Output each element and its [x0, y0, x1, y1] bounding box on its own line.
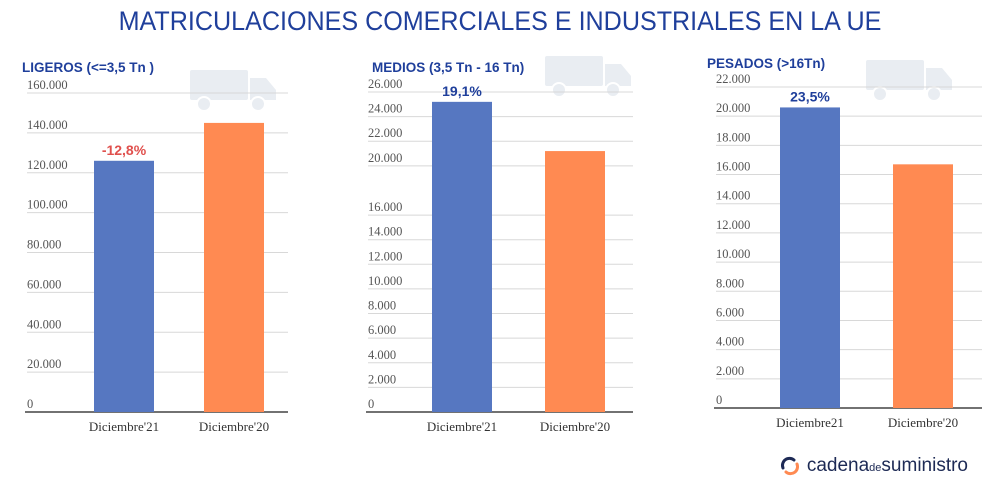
y-tick-label: 12.000 [368, 249, 402, 263]
y-tick-label: 6.000 [716, 305, 744, 319]
truck-icon-wheel [926, 86, 942, 102]
bar-2021 [780, 107, 840, 408]
y-tick-label: 80.000 [27, 238, 61, 252]
y-tick-label: 2.000 [716, 364, 744, 378]
y-tick-label: 10.000 [368, 274, 402, 288]
truck-icon-box [866, 60, 924, 90]
y-tick-label: 16.000 [368, 200, 402, 214]
chart-title: MEDIOS (3,5 Tn - 16 Tn) [372, 60, 524, 75]
change-annotation: -12,8% [102, 142, 147, 158]
truck-icon-box [190, 70, 248, 100]
y-tick-label: 22.000 [368, 126, 402, 140]
y-tick-label: 22.000 [716, 72, 750, 86]
truck-icon-wheel [196, 96, 212, 112]
y-tick-label: 60.000 [27, 277, 61, 291]
y-tick-label: 12.000 [716, 218, 750, 232]
truck-icon-wheel [605, 82, 621, 98]
y-tick-label: 16.000 [716, 160, 750, 174]
y-tick-label: 140.000 [27, 118, 68, 132]
y-tick-label: 14.000 [716, 189, 750, 203]
y-tick-label: 4.000 [368, 348, 396, 362]
y-tick-label: 14.000 [368, 225, 402, 239]
chart-title: PESADOS (>16Tn) [707, 56, 825, 71]
y-tick-label: 20.000 [27, 357, 61, 371]
page-title: MATRICULACIONES COMERCIALES E INDUSTRIAL… [118, 6, 882, 36]
truck-icon-wheel [872, 86, 888, 102]
bar-2020 [893, 164, 953, 408]
change-annotation: 19,1% [442, 83, 482, 99]
y-tick-label: 18.000 [716, 130, 750, 144]
bar-2021 [432, 101, 492, 412]
y-tick-label: 2.000 [368, 372, 396, 386]
x-tick-label: Diciembre'20 [199, 419, 269, 434]
y-tick-label: 6.000 [368, 323, 396, 337]
y-tick-label: 160.000 [27, 78, 68, 92]
chart-1: LIGEROS (<=3,5 Tn ) 0 20.000 40.000 60.000 80… [22, 60, 288, 434]
chart-title: LIGEROS (<=3,5 Tn ) [22, 60, 154, 75]
x-tick-label: Diciembre'20 [888, 415, 958, 430]
truck-icon [866, 60, 952, 102]
y-tick-label: 26.000 [368, 77, 402, 91]
y-tick-label: 0 [27, 397, 33, 411]
truck-icon-cab [250, 78, 276, 100]
bar-2020 [204, 122, 264, 412]
x-tick-label: Diciembre'21 [427, 419, 497, 434]
y-tick-label: 10.000 [716, 247, 750, 261]
y-tick-label: 0 [368, 397, 374, 411]
truck-icon [190, 70, 276, 112]
y-tick-label: 4.000 [716, 335, 744, 349]
y-tick-label: 8.000 [716, 276, 744, 290]
y-tick-label: 24.000 [368, 102, 402, 116]
truck-icon-wheel [250, 96, 266, 112]
brand-logo-icon [780, 456, 799, 476]
y-tick-label: 40.000 [27, 317, 61, 331]
truck-icon [545, 56, 631, 98]
y-tick-label: 20.000 [716, 101, 750, 115]
bar-2020 [545, 151, 605, 413]
bar-2021 [94, 160, 154, 412]
x-tick-label: Diciembre'21 [89, 419, 159, 434]
truck-icon-cab [926, 68, 952, 90]
truck-icon-box [545, 56, 603, 86]
y-tick-label: 100.000 [27, 198, 68, 212]
change-annotation: 23,5% [790, 88, 830, 104]
chart-2: MEDIOS (3,5 Tn - 16 Tn) 0 2.000 4.000 6.000 8… [366, 56, 633, 434]
truck-icon-cab [605, 64, 631, 86]
y-tick-label: 8.000 [368, 299, 396, 313]
x-tick-label: Diciembre21 [776, 415, 844, 430]
y-tick-label: 20.000 [368, 151, 402, 165]
y-tick-label: 120.000 [27, 158, 68, 172]
x-tick-label: Diciembre'20 [540, 419, 610, 434]
truck-icon-wheel [551, 82, 567, 98]
y-tick-label: 0 [716, 393, 722, 407]
chart-3: PESADOS (>16Tn) 0 2.000 4.000 6.000 8.000 10.0… [707, 56, 982, 430]
brand-logo: cadenadesuministro [779, 455, 968, 477]
brand-name: cadenadesuministro [806, 455, 968, 476]
